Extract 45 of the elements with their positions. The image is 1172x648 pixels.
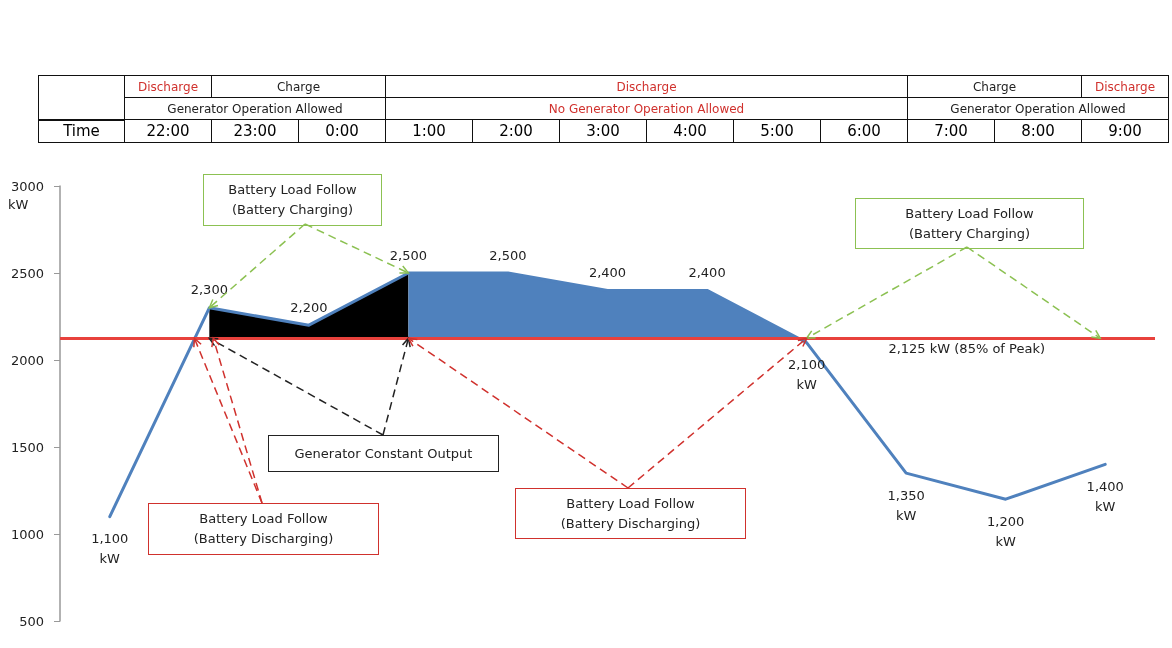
text: 0:00 (298, 119, 386, 142)
text: Generator Operation Allowed (907, 97, 1169, 120)
callout-box: Battery Load Follow (Battery Charging) (203, 174, 382, 226)
data-label: 1,350 kW (887, 487, 925, 523)
data-label: 1,200 kW (987, 513, 1025, 549)
y-tick-label: 2000 (10, 352, 44, 368)
callout-box: Battery Load Follow (Battery Discharging) (148, 503, 379, 555)
callout-box: Generator Constant Output (268, 435, 499, 472)
data-label: 2,500 (389, 247, 428, 263)
text: 6:00 (820, 119, 908, 142)
data-label: 2,500 (489, 247, 527, 263)
text: 5:00 (733, 119, 821, 142)
callout-box: Battery Load Follow (Battery Discharging) (515, 488, 746, 539)
text: 7:00 (907, 119, 995, 142)
y-tick-label: 1500 (10, 439, 44, 455)
data-label: 1,100 kW (91, 531, 129, 567)
text: 1:00 (385, 119, 473, 142)
data-label: 2,300 (190, 282, 228, 298)
text: Discharge (124, 75, 212, 98)
y-axis-title: kW (8, 197, 29, 212)
y-tick-label: 1000 (10, 526, 44, 542)
text: Charge (907, 75, 1082, 98)
data-label: 2,400 (688, 264, 726, 280)
text: 8:00 (994, 119, 1082, 142)
data-label: 2,400 (588, 264, 627, 280)
text: Charge (211, 75, 386, 98)
ref-line-label: 2,125 kW (85% of Peak) (888, 341, 1045, 357)
text: Discharge (385, 75, 908, 98)
text: Time (38, 119, 125, 142)
data-label: 2,100 kW (787, 357, 826, 393)
text: No Generator Operation Allowed (385, 97, 908, 120)
data-label: 2,200 (290, 299, 328, 315)
y-tick-label: 2500 (10, 265, 44, 281)
text: 23:00 (211, 119, 299, 142)
text: Generator Operation Allowed (124, 97, 386, 120)
text: 22:00 (124, 119, 212, 142)
text: 2:00 (472, 119, 560, 142)
callout-box: Battery Load Follow (Battery Charging) (855, 198, 1084, 249)
text: 9:00 (1081, 119, 1169, 142)
text: 4:00 (646, 119, 734, 142)
text: 3:00 (559, 119, 647, 142)
data-label: 1,400 kW (1086, 478, 1124, 514)
y-tick-label: 500 (19, 613, 44, 629)
text: Discharge (1081, 75, 1169, 98)
y-tick-label: 3000 (10, 178, 44, 194)
